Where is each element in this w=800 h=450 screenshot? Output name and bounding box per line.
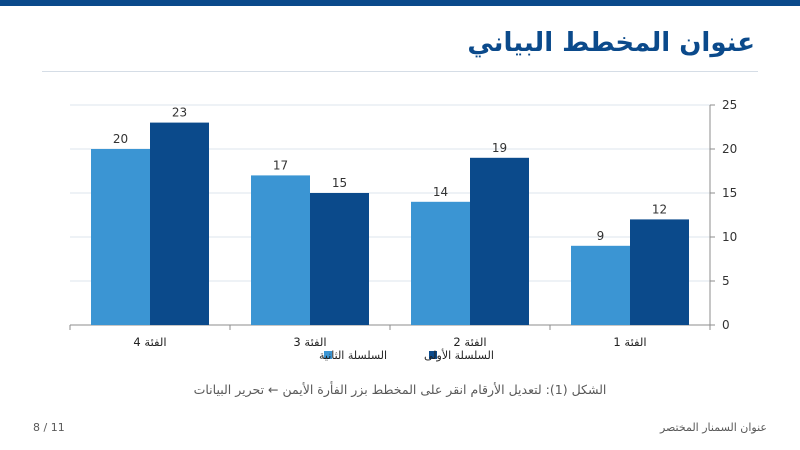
bar: [91, 149, 150, 325]
title-divider: [42, 71, 758, 72]
x-tick-label: الفئة 2: [453, 335, 486, 349]
legend-label: السلسلة الأولى: [424, 348, 494, 362]
y-tick-label: 25: [722, 98, 737, 112]
data-label: 9: [597, 229, 605, 243]
data-label: 20: [113, 132, 128, 146]
bar: [630, 219, 689, 325]
x-tick-label: الفئة 4: [133, 335, 166, 349]
top-accent-bar: [0, 0, 800, 6]
y-tick-label: 5: [722, 274, 730, 288]
bar: [470, 157, 529, 325]
bar: [251, 175, 310, 325]
data-label: 19: [492, 141, 507, 155]
footer-title: عنوان السمنار المختصر: [659, 421, 767, 434]
y-tick-label: 15: [722, 186, 737, 200]
data-label: 17: [273, 158, 288, 172]
data-label: 23: [172, 106, 187, 120]
data-label: 15: [332, 176, 347, 190]
y-tick-label: 20: [722, 142, 737, 156]
figure-caption: الشكل (1): لتعديل الأرقام انقر على المخط…: [193, 382, 607, 397]
bar: [571, 245, 630, 325]
bar: [310, 193, 369, 325]
bar: [150, 122, 209, 325]
y-tick-label: 0: [722, 318, 730, 332]
x-tick-label: الفئة 3: [293, 335, 326, 349]
x-tick-label: الفئة 1: [613, 335, 646, 349]
data-label: 12: [652, 202, 667, 216]
legend-swatch: [429, 351, 437, 359]
page-number: 8 / 11: [33, 421, 65, 434]
bar: [411, 201, 470, 325]
data-label: 14: [433, 185, 448, 199]
legend-swatch: [324, 351, 332, 359]
legend-label: السلسلة الثانية: [319, 349, 387, 362]
slide-title: عنوان المخطط البياني: [467, 28, 755, 58]
y-tick-label: 10: [722, 230, 737, 244]
